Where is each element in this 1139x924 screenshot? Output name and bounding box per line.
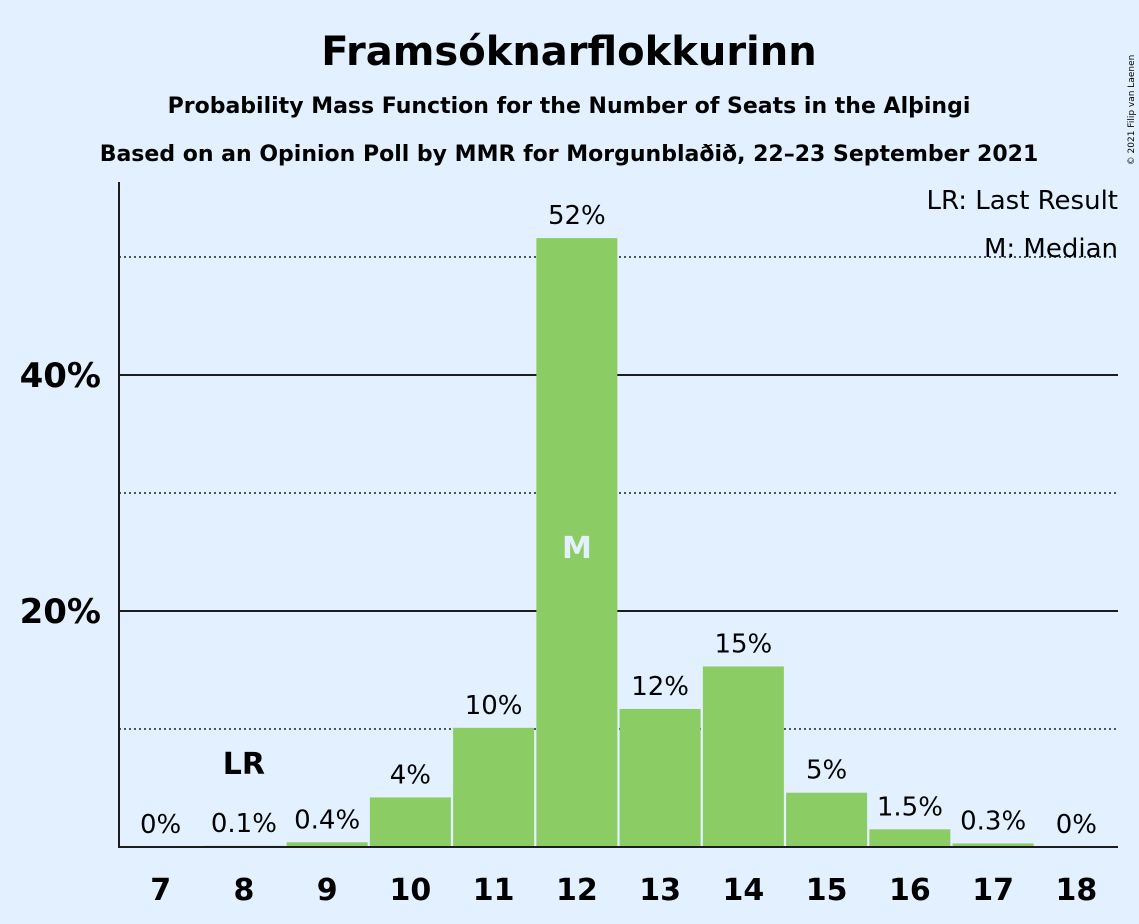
data-label-8: 0.1% <box>211 809 277 839</box>
data-label-11: 10% <box>465 691 523 721</box>
y-tick-20: 20% <box>20 592 101 632</box>
chart-subtitle-2: Based on an Opinion Poll by MMR for Morg… <box>100 142 1039 167</box>
data-label-7: 0% <box>140 810 181 840</box>
data-label-bg-9 <box>287 802 368 837</box>
chart-subtitle: Probability Mass Function for the Number… <box>168 94 971 119</box>
x-tick-8: 8 <box>233 873 254 908</box>
gridlines <box>119 256 1118 730</box>
data-label-16: 1.5% <box>877 792 943 822</box>
data-label-bg-12 <box>536 198 617 233</box>
x-tick-10: 10 <box>390 873 432 908</box>
bar-12 <box>536 238 618 847</box>
data-label-bg-11 <box>453 687 534 722</box>
y-tick-40: 40% <box>20 356 101 396</box>
x-tick-17: 17 <box>972 873 1014 908</box>
bars <box>203 238 1034 847</box>
data-label-bg-17 <box>953 803 1034 838</box>
data-label-bg-13 <box>620 668 701 703</box>
data-label-18: 0% <box>1056 810 1097 840</box>
bar-10 <box>369 797 451 847</box>
bar-16 <box>869 829 951 847</box>
x-tick-12: 12 <box>556 873 598 908</box>
data-label-bg-7 <box>120 807 201 841</box>
data-label-14: 15% <box>714 629 772 659</box>
bar-14 <box>702 666 784 847</box>
chart-title: Framsóknarflokkurinn <box>321 29 816 75</box>
legend-last-result: LR: Last Result <box>926 186 1118 216</box>
data-label-bg-15 <box>786 752 867 787</box>
bar-17 <box>952 843 1034 847</box>
bar-13 <box>619 708 701 847</box>
data-labels: 0% 0.1% 0.4% 4% 10% 52% 12% 15% 5% 1.5% 0.3% 0% LR M <box>120 198 1117 841</box>
bar-11 <box>453 727 535 847</box>
data-label-bg-14 <box>703 626 784 661</box>
bar-9 <box>286 842 368 847</box>
median-marker: M <box>562 531 592 566</box>
legend-median: M: Median <box>984 234 1118 264</box>
data-label-bg-18 <box>1036 807 1117 841</box>
data-label-15: 5% <box>806 756 847 786</box>
data-label-10: 4% <box>390 760 431 790</box>
x-tick-15: 15 <box>806 873 848 908</box>
data-label-bg-10 <box>370 757 451 792</box>
x-tick-9: 9 <box>317 873 338 908</box>
x-tick-18: 18 <box>1056 873 1098 908</box>
data-label-12: 52% <box>548 201 606 231</box>
data-label-bg-8 <box>203 805 284 840</box>
x-tick-13: 13 <box>639 873 681 908</box>
last-result-marker: LR <box>223 747 265 782</box>
copyright-note: © 2021 Filip van Laenen <box>1127 55 1137 166</box>
axes: 20% 40% 7 8 9 10 11 12 13 14 15 16 17 18 <box>20 182 1118 908</box>
x-tick-11: 11 <box>473 873 515 908</box>
x-tick-16: 16 <box>889 873 931 908</box>
data-label-17: 0.3% <box>960 806 1026 836</box>
bar-15 <box>786 792 868 847</box>
data-label-13: 12% <box>631 672 689 702</box>
x-tick-7: 7 <box>150 873 171 908</box>
data-label-bg-16 <box>869 789 950 824</box>
data-label-9: 0.4% <box>294 805 360 835</box>
x-tick-14: 14 <box>723 873 765 908</box>
